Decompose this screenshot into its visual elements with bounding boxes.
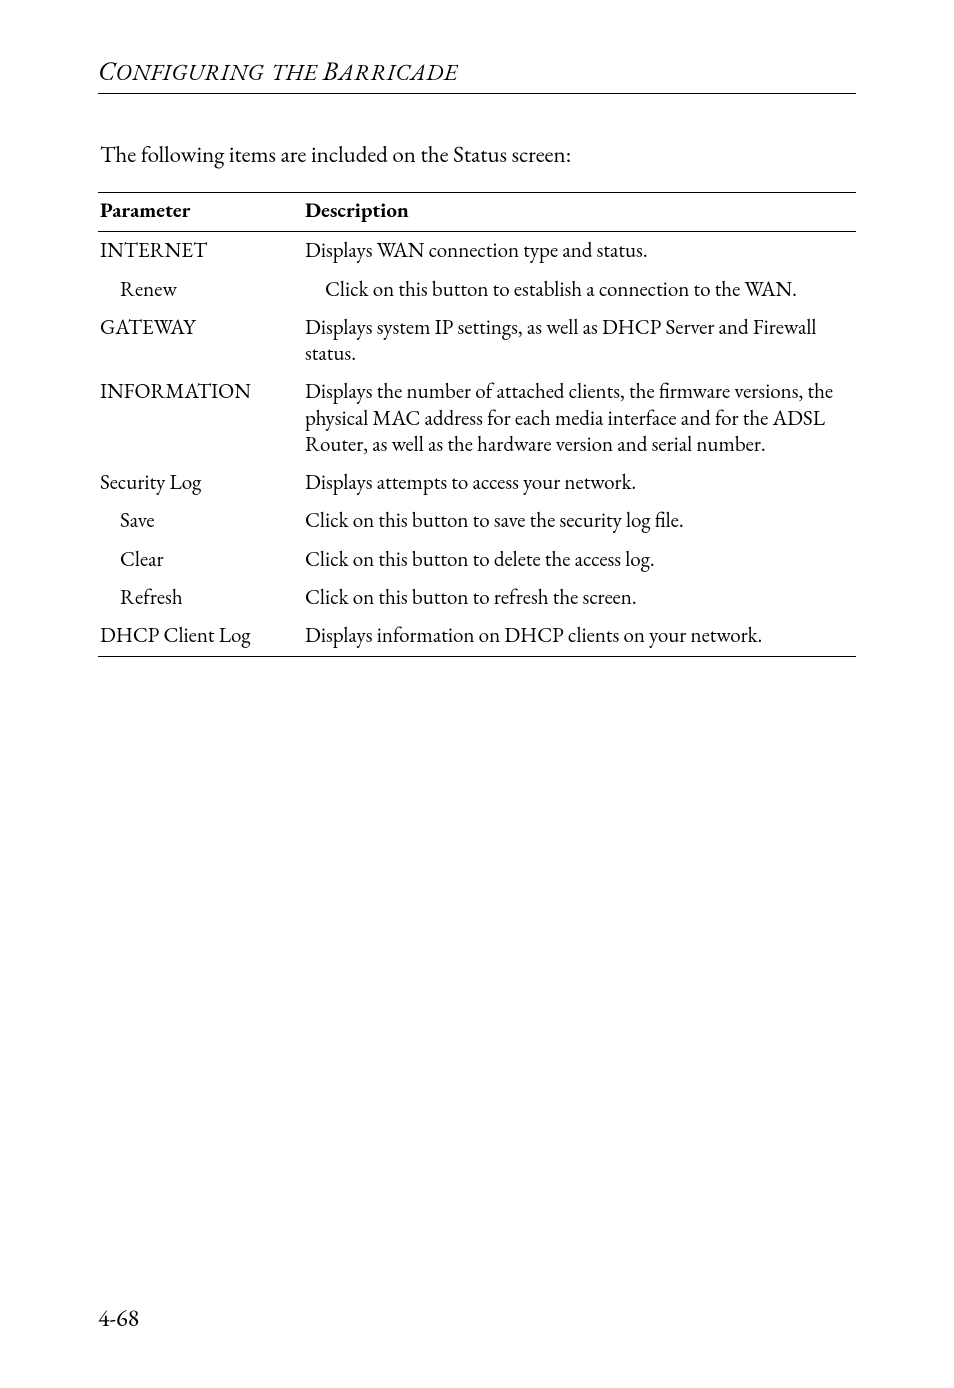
param-cell: Save [98,502,303,540]
intro-text: The following items are included on the … [98,138,856,170]
param-cell: Renew [98,271,303,309]
param-cell: Refresh [98,579,303,617]
page: CONFIGURING THE BARRICADE The following … [0,0,954,1388]
table-row: Security Log Displays attempts to access… [98,464,856,502]
running-head: CONFIGURING THE BARRICADE [98,54,856,89]
table-row: INFORMATION Displays the number of attac… [98,373,856,464]
page-number: 4-68 [98,1303,139,1334]
table-row: DHCP Client Log Displays information on … [98,617,856,657]
header-rule [98,93,856,94]
param-cell: DHCP Client Log [98,617,303,657]
param-cell: Security Log [98,464,303,502]
param-cell: GATEWAY [98,309,303,374]
desc-cell: Displays attempts to access your network… [303,464,856,502]
column-header-parameter: Parameter [98,193,303,232]
desc-cell: Click on this button to save the securit… [303,502,856,540]
desc-cell: Click on this button to delete the acces… [303,541,856,579]
table-row: GATEWAY Displays system IP settings, as … [98,309,856,374]
table-row: Save Click on this button to save the se… [98,502,856,540]
column-header-description: Description [303,193,856,232]
desc-cell: Displays the number of attached clients,… [303,373,856,464]
desc-cell: Displays information on DHCP clients on … [303,617,856,657]
param-cell: Clear [98,541,303,579]
table-row: Refresh Click on this button to refresh … [98,579,856,617]
param-cell: INFORMATION [98,373,303,464]
desc-cell: Click on this button to establish a conn… [303,271,856,309]
desc-cell: Displays WAN connection type and status. [303,232,856,271]
table-row: Renew Click on this button to establish … [98,271,856,309]
running-head-text: C [98,54,116,89]
desc-cell: Click on this button to refresh the scre… [303,579,856,617]
status-table-body: INTERNET Displays WAN connection type an… [98,232,856,657]
param-cell: INTERNET [98,232,303,271]
table-row: INTERNET Displays WAN connection type an… [98,232,856,271]
status-table: Parameter Description INTERNET Displays … [98,192,856,657]
desc-cell: Displays system IP settings, as well as … [303,309,856,374]
table-row: Clear Click on this button to delete the… [98,541,856,579]
